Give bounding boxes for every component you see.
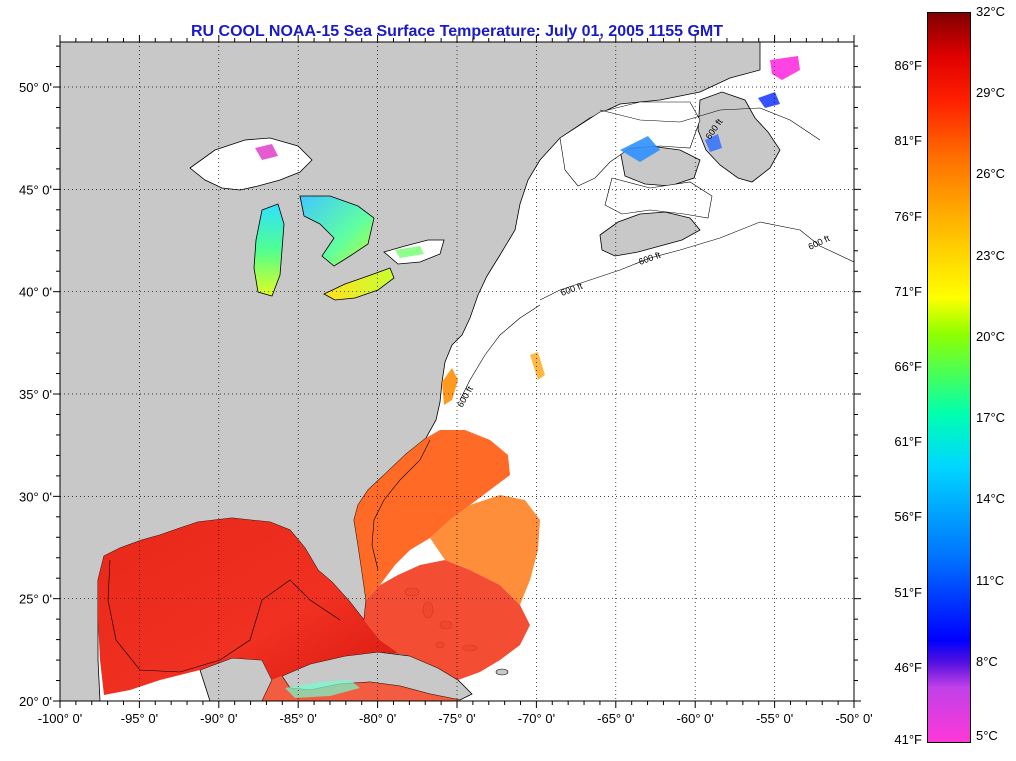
- map-title: RU COOL NOAA-15 Sea Surface Temperature:…: [190, 23, 724, 40]
- colorbar-celsius-label: 29°C: [976, 85, 1006, 101]
- colorbar-fahrenheit-label: 81°F: [894, 133, 922, 149]
- lake-erie: [323, 267, 395, 301]
- lon-tick-label: -100° 0': [38, 711, 83, 726]
- graticule: [60, 42, 854, 701]
- colorbar-fahrenheit-label: 86°F: [894, 58, 922, 74]
- gulf-stream-sst: [354, 430, 510, 600]
- colorbar-fahrenheit-label: 71°F: [894, 283, 922, 299]
- lake-superior-sst: [255, 144, 278, 160]
- colorbar-fahrenheit-label: 66°F: [894, 358, 922, 374]
- lake-ontario-sst: [395, 246, 424, 258]
- colorbar-fahrenheit-label: 51°F: [894, 584, 922, 600]
- colorbar-celsius-label: 23°C: [976, 247, 1006, 263]
- lon-tick-label: -75° 0': [438, 711, 475, 726]
- isobaths: [107, 107, 854, 673]
- colorbar-celsius-label: 32°C: [976, 4, 1006, 19]
- colorbar-celsius-label: 8°C: [976, 653, 998, 669]
- lat-tick-label: 40° 0': [19, 285, 52, 300]
- gulf-of-mexico-sst: [98, 518, 400, 695]
- cool-band-cuba: [285, 680, 360, 698]
- colorbar-celsius-label: 26°C: [976, 166, 1006, 182]
- lat-tick-label: 45° 0': [19, 182, 52, 197]
- lon-tick-label: -65° 0': [597, 711, 634, 726]
- lat-tick-label: 20° 0': [19, 694, 52, 709]
- lat-tick-label: 35° 0': [19, 387, 52, 402]
- latitude-labels: 20° 0' 25° 0' 30° 0' 35° 0' 40° 0' 45° 0' 50° …: [19, 80, 52, 709]
- colorbar-celsius-label: 5°C: [976, 728, 998, 743]
- colorbar-fahrenheit-label: 76°F: [894, 208, 922, 224]
- lake-huron: [299, 195, 375, 267]
- lake-michigan: [253, 203, 285, 297]
- lon-tick-label: -60° 0': [677, 711, 714, 726]
- lon-tick-label: -80° 0': [359, 711, 396, 726]
- gulf-of-st-lawrence-2: [604, 177, 713, 219]
- longitude-labels: -100° 0' -95° 0' -90° 0' -85° 0' -80° 0' -75°…: [38, 711, 873, 726]
- bahamas-sst: [364, 560, 530, 680]
- colorbar-fahrenheit-label: 61°F: [894, 434, 922, 450]
- colorbar-celsius-label: 14°C: [976, 491, 1006, 507]
- bay-sst: [705, 134, 722, 152]
- gulf-of-st-lawrence: [559, 101, 701, 187]
- lat-tick-label: 30° 0': [19, 489, 52, 504]
- lon-tick-label: -70° 0': [518, 711, 555, 726]
- stlawrence-sst: [620, 136, 660, 162]
- lon-tick-label: -90° 0': [200, 711, 237, 726]
- lon-tick-label: -85° 0': [280, 711, 317, 726]
- lat-tick-label: 25° 0': [19, 592, 52, 607]
- land-atlantic-canada: [697, 91, 781, 183]
- lat-tick-label: 50° 0': [19, 80, 52, 95]
- hatteras-sst: [442, 368, 458, 405]
- colorbar-fahrenheit-label: 56°F: [894, 509, 922, 525]
- atlantic-sst-patch: [430, 495, 540, 605]
- lon-tick-label: -95° 0': [121, 711, 158, 726]
- lake-superior: [189, 137, 313, 191]
- colorbar-fahrenheit-label: 46°F: [894, 659, 922, 675]
- colorbar-celsius-label: 17°C: [976, 410, 1006, 426]
- lon-tick-label: -55° 0': [756, 711, 793, 726]
- axis-ticks: [53, 35, 861, 708]
- colorbar-celsius-label: 11°C: [976, 572, 1005, 588]
- offshore-sst-strip: [530, 352, 545, 380]
- labrador-sst: [758, 92, 780, 108]
- land-nova-scotia: [599, 211, 701, 257]
- labrador-sst-2: [770, 56, 800, 80]
- colorbar-fahrenheit-label: 41°F: [894, 732, 922, 747]
- temperature-colorbar: [927, 12, 971, 743]
- colorbar-celsius-label: 20°C: [976, 328, 1006, 344]
- lon-tick-label: -50° 0': [835, 711, 872, 726]
